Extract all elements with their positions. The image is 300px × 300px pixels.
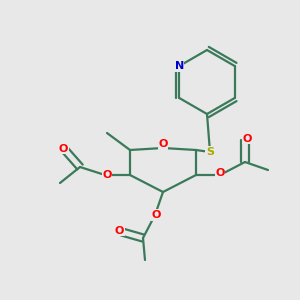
Text: O: O [152,210,161,220]
Text: N: N [175,61,184,71]
Text: S: S [206,147,214,157]
Text: O: O [158,140,168,149]
Text: O: O [102,170,112,180]
Text: O: O [59,143,68,154]
Text: O: O [215,169,225,178]
Text: O: O [242,134,252,143]
Text: O: O [115,226,124,236]
